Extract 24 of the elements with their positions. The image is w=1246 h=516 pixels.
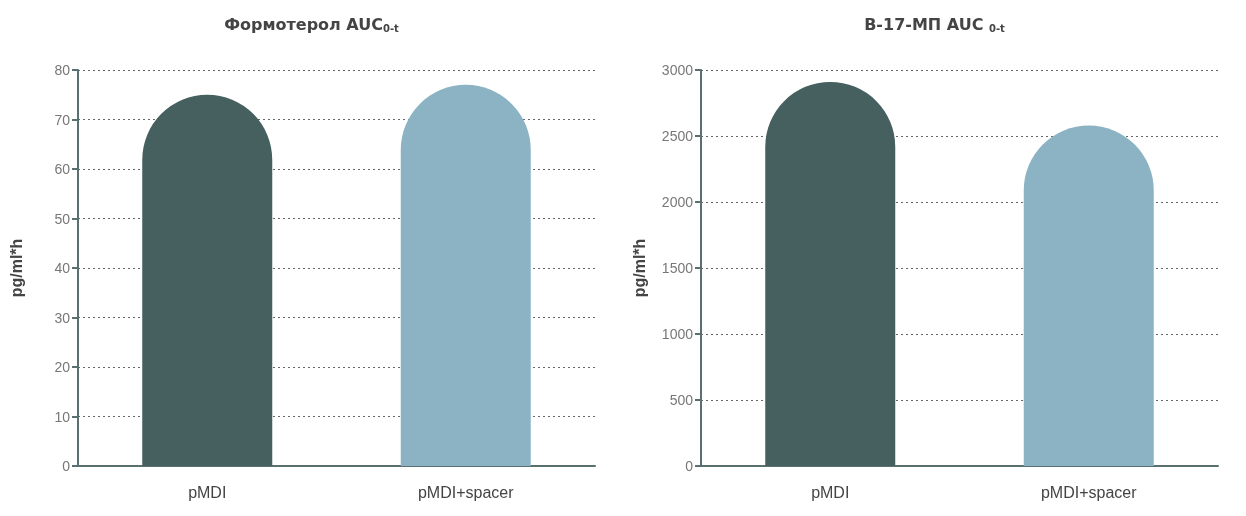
y-tick-label: 3000 [661, 62, 694, 78]
y-tick-label: 2500 [661, 128, 694, 144]
y-tick-label: 80 [54, 62, 71, 78]
y-axis-title: pg/ml*h [630, 238, 648, 298]
chart-title: Формотерол AUC0-t [224, 14, 400, 34]
x-tick-label: pMDI+spacer [417, 483, 515, 501]
y-tick-label: 30 [54, 309, 71, 326]
y-tick-label: 500 [669, 392, 694, 408]
y-tick-label: 40 [54, 260, 71, 276]
y-tick-label: 20 [54, 359, 71, 375]
y-axis-title: pg/ml*h [7, 238, 25, 298]
y-tick-label: 10 [54, 408, 71, 425]
x-tick-label: pMDI+spacer [1040, 483, 1138, 501]
y-tick-label: 2000 [661, 194, 694, 210]
y-tick-label: 1500 [661, 260, 694, 276]
y-tick-label: 0 [62, 458, 71, 474]
x-tick-label: pMDI [811, 483, 850, 501]
y-tick-label: 60 [54, 161, 71, 177]
y-tick-label: 50 [54, 210, 71, 227]
y-tick-label: 0 [685, 458, 694, 474]
y-tick-label: 70 [54, 111, 71, 128]
x-tick-label: pMDI [188, 483, 227, 501]
chart-title: В-17-МП AUC 0-t [864, 14, 1006, 34]
y-tick-label: 1000 [661, 326, 694, 342]
